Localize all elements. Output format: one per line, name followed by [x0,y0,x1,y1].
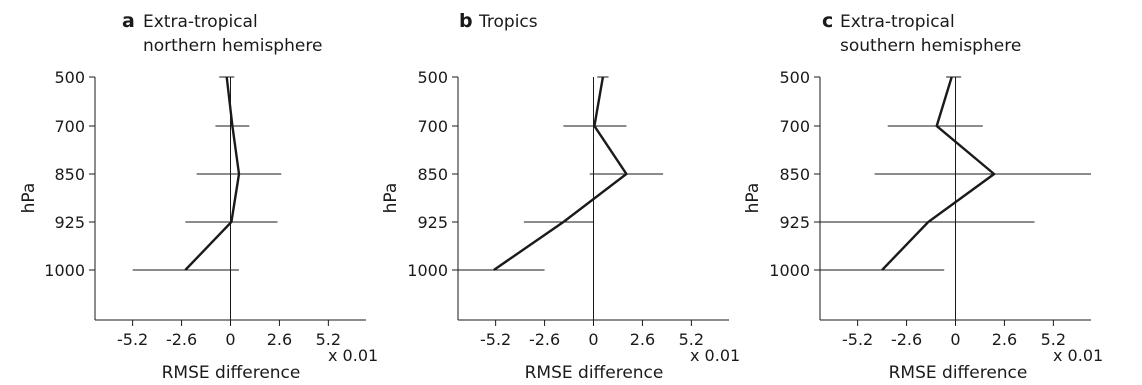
panel-a-title-line-2: northern hemisphere [143,36,322,56]
panel-a-profile-line [184,76,241,271]
panel-c: c Extra-tropical southern hemisphere hPa… [743,10,1103,383]
panel-a-x-multiplier: x 0.01 [328,346,378,365]
panel-c-x-tick-label: 5.2 [1041,330,1066,349]
panel-a-x-tick-label: 5.2 [316,330,341,349]
panel-c-profile-line [881,76,997,271]
panel-c-y-tick-label: 500 [779,68,810,87]
panel-b-x-tick-label: 2.6 [630,330,655,349]
panel-b-title-line-1: Tropics [478,12,538,32]
panel-c-x-tick-label: -2.6 [891,330,922,349]
panel-a-y-tick-label: 850 [54,165,85,184]
panel-a-x-tick-label: 0 [225,330,235,349]
panel-b-y-tick-label: 1000 [407,261,448,280]
panel-b-y-tick-label: 925 [417,213,448,232]
panel-b: b Tropics hPa RMSE difference x 0.01 500… [381,10,740,383]
panel-c-xlabel: RMSE difference [889,363,1028,383]
panel-b-x-multiplier: x 0.01 [690,346,740,365]
panel-c-x-tick-label: 0 [950,330,960,349]
panel-b-letter: b [459,10,473,32]
panel-c-y-tick-label: 1000 [769,261,810,280]
panel-b-plot: 500 700 850 925 1000 -5.2 -2.6 0 2.6 5.2 [407,68,729,349]
panel-a-letter: a [122,10,135,32]
panel-c-y-tick-label: 700 [779,117,810,136]
panel-a-title-line-1: Extra-tropical [143,12,258,32]
panel-c-x-tick-label: -5.2 [842,330,873,349]
panel-c-letter: c [822,10,833,32]
panel-a-y-tick-label: 1000 [44,261,85,280]
panel-a-y-tick-label: 500 [54,68,85,87]
panel-a-x-tick-label: 2.6 [267,330,292,349]
panel-a-x-tick-label: -5.2 [117,330,148,349]
panel-b-profile-line [493,76,629,271]
panel-a-plot: 500 700 850 925 1000 -5.2 -2.6 0 2.6 5.2 [44,68,366,349]
panel-a-y-tick-label: 700 [54,117,85,136]
panel-b-y-tick-label: 700 [417,117,448,136]
panel-b-xlabel: RMSE difference [525,363,664,383]
panel-b-ylabel: hPa [381,183,401,214]
panel-a-xlabel: RMSE difference [162,363,301,383]
panel-a-y-tick-label: 925 [54,213,85,232]
panel-c-title-line-2: southern hemisphere [840,36,1021,56]
panel-b-x-tick-label: 0 [588,330,598,349]
panel-c-title-line-1: Extra-tropical [840,12,955,32]
panel-a: a Extra-tropical northern hemisphere hPa… [19,10,378,383]
panel-a-x-tick-label: -2.6 [166,330,197,349]
panel-c-plot: 500 700 850 925 1000 -5.2 -2.6 0 2.6 5.2 [769,68,1091,349]
panel-b-y-tick-label: 850 [417,165,448,184]
panel-b-y-tick-label: 500 [417,68,448,87]
panel-a-ylabel: hPa [19,183,39,214]
panel-c-ylabel: hPa [743,183,763,214]
panel-c-y-tick-label: 925 [779,213,810,232]
panel-c-x-tick-label: 2.6 [992,330,1017,349]
panel-c-x-multiplier: x 0.01 [1053,346,1103,365]
panel-b-x-tick-label: -5.2 [480,330,511,349]
panel-b-x-tick-label: -2.6 [529,330,560,349]
panel-c-y-tick-label: 850 [779,165,810,184]
panel-b-x-tick-label: 5.2 [679,330,704,349]
